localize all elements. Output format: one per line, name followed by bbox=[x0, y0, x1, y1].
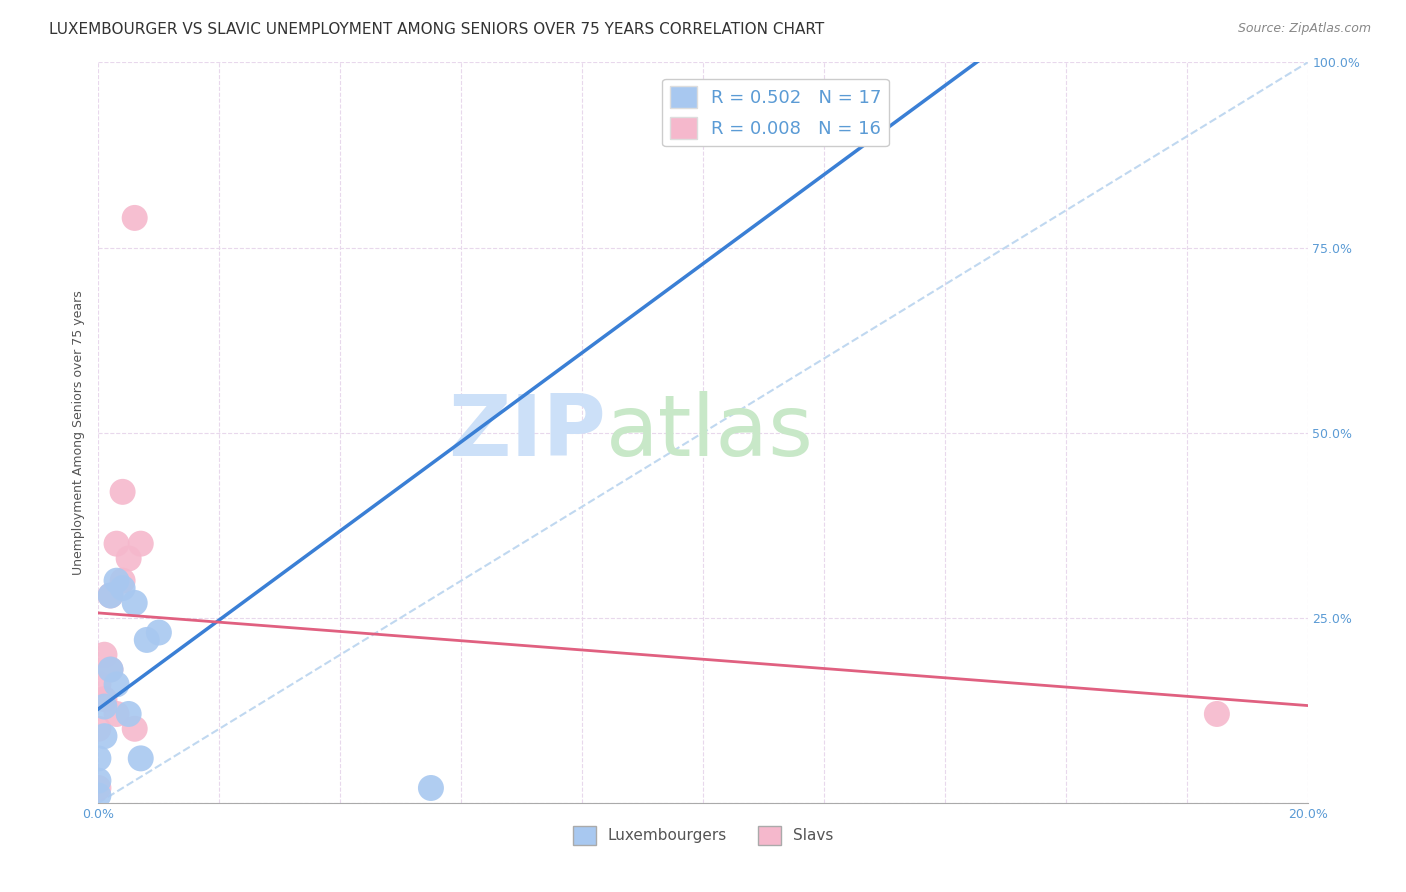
Point bbox=[111, 581, 134, 595]
Point bbox=[87, 780, 110, 795]
Point bbox=[420, 780, 443, 795]
Point bbox=[105, 706, 128, 721]
Point bbox=[93, 648, 115, 662]
Point bbox=[118, 551, 141, 566]
Point bbox=[100, 589, 122, 603]
Point bbox=[118, 706, 141, 721]
Point bbox=[93, 729, 115, 743]
Point bbox=[129, 751, 152, 765]
Point bbox=[111, 484, 134, 499]
Text: Source: ZipAtlas.com: Source: ZipAtlas.com bbox=[1237, 22, 1371, 36]
Point bbox=[100, 589, 122, 603]
Point bbox=[124, 596, 146, 610]
Point bbox=[93, 692, 115, 706]
Point bbox=[87, 789, 110, 803]
Point bbox=[100, 663, 122, 677]
Point bbox=[100, 663, 122, 677]
Point bbox=[105, 677, 128, 691]
Legend: Luxembourgers, Slavs: Luxembourgers, Slavs bbox=[567, 820, 839, 851]
Point bbox=[148, 625, 170, 640]
Point bbox=[105, 536, 128, 550]
Point bbox=[87, 722, 110, 736]
Point bbox=[135, 632, 157, 647]
Point bbox=[1206, 706, 1229, 721]
Point bbox=[129, 536, 152, 550]
Point bbox=[87, 677, 110, 691]
Point bbox=[124, 722, 146, 736]
Point bbox=[111, 574, 134, 588]
Point bbox=[87, 773, 110, 788]
Point bbox=[692, 92, 714, 106]
Point bbox=[105, 574, 128, 588]
Text: atlas: atlas bbox=[606, 391, 814, 475]
Point bbox=[93, 699, 115, 714]
Point bbox=[124, 211, 146, 225]
Text: LUXEMBOURGER VS SLAVIC UNEMPLOYMENT AMONG SENIORS OVER 75 YEARS CORRELATION CHAR: LUXEMBOURGER VS SLAVIC UNEMPLOYMENT AMON… bbox=[49, 22, 824, 37]
Point bbox=[87, 751, 110, 765]
Y-axis label: Unemployment Among Seniors over 75 years: Unemployment Among Seniors over 75 years bbox=[72, 290, 86, 575]
Text: ZIP: ZIP bbox=[449, 391, 606, 475]
